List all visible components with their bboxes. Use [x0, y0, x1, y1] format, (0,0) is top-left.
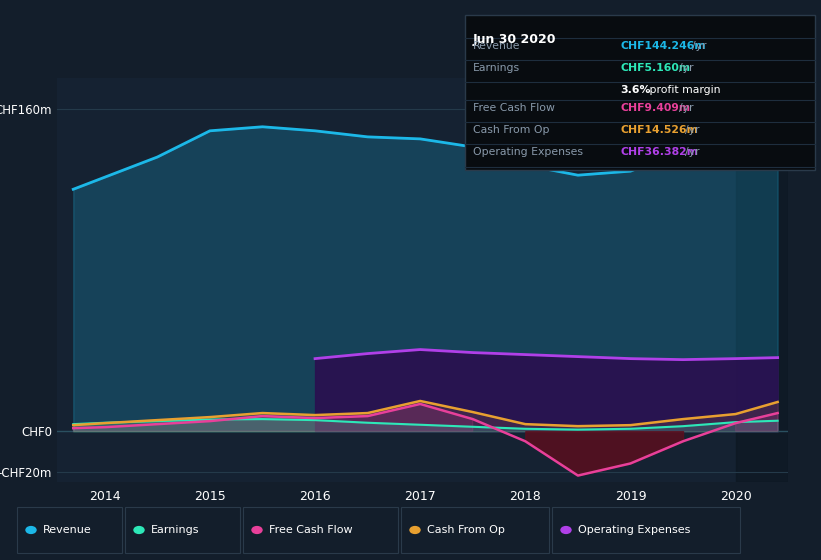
Text: /yr: /yr — [691, 41, 706, 51]
Text: CHF9.409m: CHF9.409m — [620, 103, 690, 113]
Text: CHF36.382m: CHF36.382m — [620, 147, 698, 157]
Text: Cash From Op: Cash From Op — [427, 525, 505, 535]
Bar — [736, 78, 788, 482]
Text: /yr: /yr — [685, 147, 699, 157]
Text: /yr: /yr — [678, 103, 693, 113]
Text: CHF144.246m: CHF144.246m — [620, 41, 705, 51]
Text: Revenue: Revenue — [43, 525, 92, 535]
Text: profit margin: profit margin — [646, 85, 721, 95]
Text: Free Cash Flow: Free Cash Flow — [473, 103, 555, 113]
Text: 3.6%: 3.6% — [620, 85, 650, 95]
Text: CHF14.526m: CHF14.526m — [620, 125, 698, 135]
Text: Free Cash Flow: Free Cash Flow — [269, 525, 353, 535]
Text: Earnings: Earnings — [151, 525, 200, 535]
Text: Cash From Op: Cash From Op — [473, 125, 549, 135]
Text: /yr: /yr — [678, 63, 693, 73]
Text: Revenue: Revenue — [473, 41, 521, 51]
Text: Earnings: Earnings — [473, 63, 521, 73]
Text: /yr: /yr — [685, 125, 699, 135]
Text: Jun 30 2020: Jun 30 2020 — [473, 33, 557, 46]
Text: CHF5.160m: CHF5.160m — [620, 63, 690, 73]
Text: Operating Expenses: Operating Expenses — [473, 147, 583, 157]
Text: Operating Expenses: Operating Expenses — [578, 525, 690, 535]
